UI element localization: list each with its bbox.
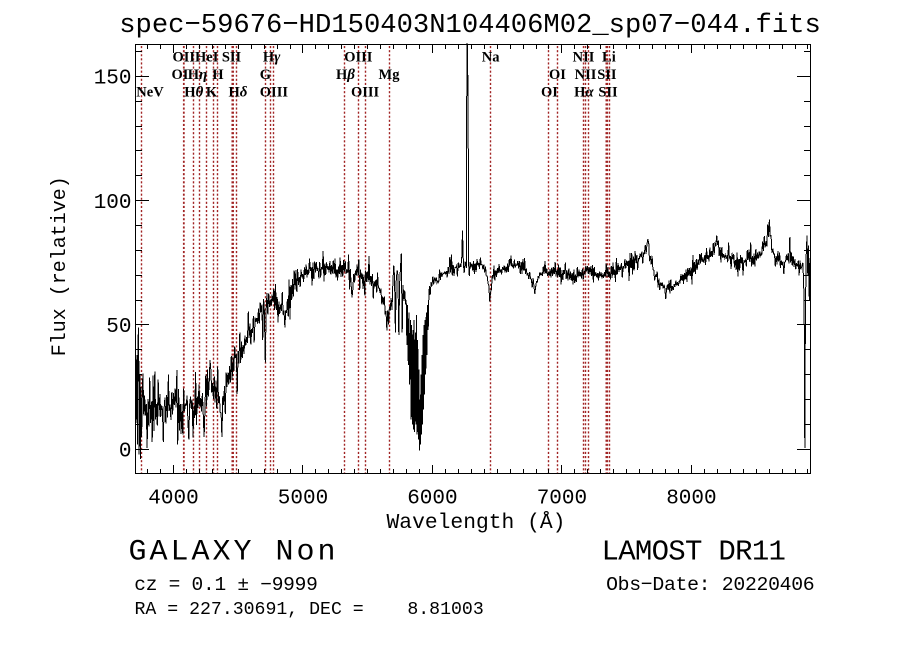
svg-text:100: 100	[94, 192, 132, 215]
svg-text:Obs−Date: 20220406: Obs−Date: 20220406	[606, 574, 814, 596]
svg-text:8000: 8000	[666, 488, 716, 511]
svg-text:5000: 5000	[278, 488, 328, 511]
svg-text:Hβ: Hβ	[336, 67, 355, 83]
svg-text:OI: OI	[541, 84, 558, 100]
svg-text:Na: Na	[482, 50, 500, 66]
svg-text:LAMOST DR11: LAMOST DR11	[602, 535, 786, 568]
svg-text:6000: 6000	[407, 488, 457, 511]
svg-text:GALAXY Non: GALAXY Non	[129, 535, 339, 569]
svg-text:SII: SII	[222, 50, 242, 66]
svg-text:0: 0	[119, 441, 132, 464]
svg-text:7000: 7000	[537, 488, 587, 511]
svg-text:SII: SII	[598, 84, 618, 100]
svg-text:SII: SII	[597, 67, 617, 83]
svg-text:OIII: OIII	[351, 84, 380, 100]
svg-text:RA = 227.30691, DEC = 8.810: RA = 227.30691, DEC = 8.81003	[135, 600, 484, 620]
svg-text:HeI: HeI	[195, 50, 219, 66]
svg-text:Hγ: Hγ	[263, 50, 281, 66]
svg-text:4000: 4000	[148, 488, 198, 511]
svg-text:OIII: OIII	[260, 84, 289, 100]
svg-text:Flux (relative): Flux (relative)	[49, 176, 72, 356]
svg-text:OIII: OIII	[344, 50, 373, 66]
svg-text:OI: OI	[172, 67, 189, 83]
svg-text:Wavelength (Å): Wavelength (Å)	[387, 509, 566, 535]
svg-text:Hθ: Hθ	[184, 84, 203, 100]
svg-text:OII: OII	[173, 50, 196, 66]
svg-text:150: 150	[94, 68, 132, 91]
svg-text:Li: Li	[602, 50, 616, 66]
svg-text:spec−59676−HD150403N104406M02_: spec−59676−HD150403N104406M02_sp07−044.f…	[119, 10, 821, 41]
svg-text:Hδ: Hδ	[229, 84, 248, 100]
svg-text:NII: NII	[573, 50, 595, 66]
svg-text:K: K	[206, 84, 218, 100]
svg-text:OI: OI	[549, 67, 566, 83]
svg-text:NeV: NeV	[136, 84, 164, 100]
svg-text:Hα: Hα	[574, 84, 594, 100]
svg-text:H: H	[212, 67, 224, 83]
svg-text:NII: NII	[575, 67, 597, 83]
svg-text:cz = 0.1 ± −9999: cz = 0.1 ± −9999	[134, 574, 317, 596]
svg-text:G: G	[260, 67, 271, 83]
svg-text:Hη: Hη	[188, 67, 208, 83]
svg-text:50: 50	[106, 316, 131, 339]
svg-text:Mg: Mg	[379, 67, 401, 83]
